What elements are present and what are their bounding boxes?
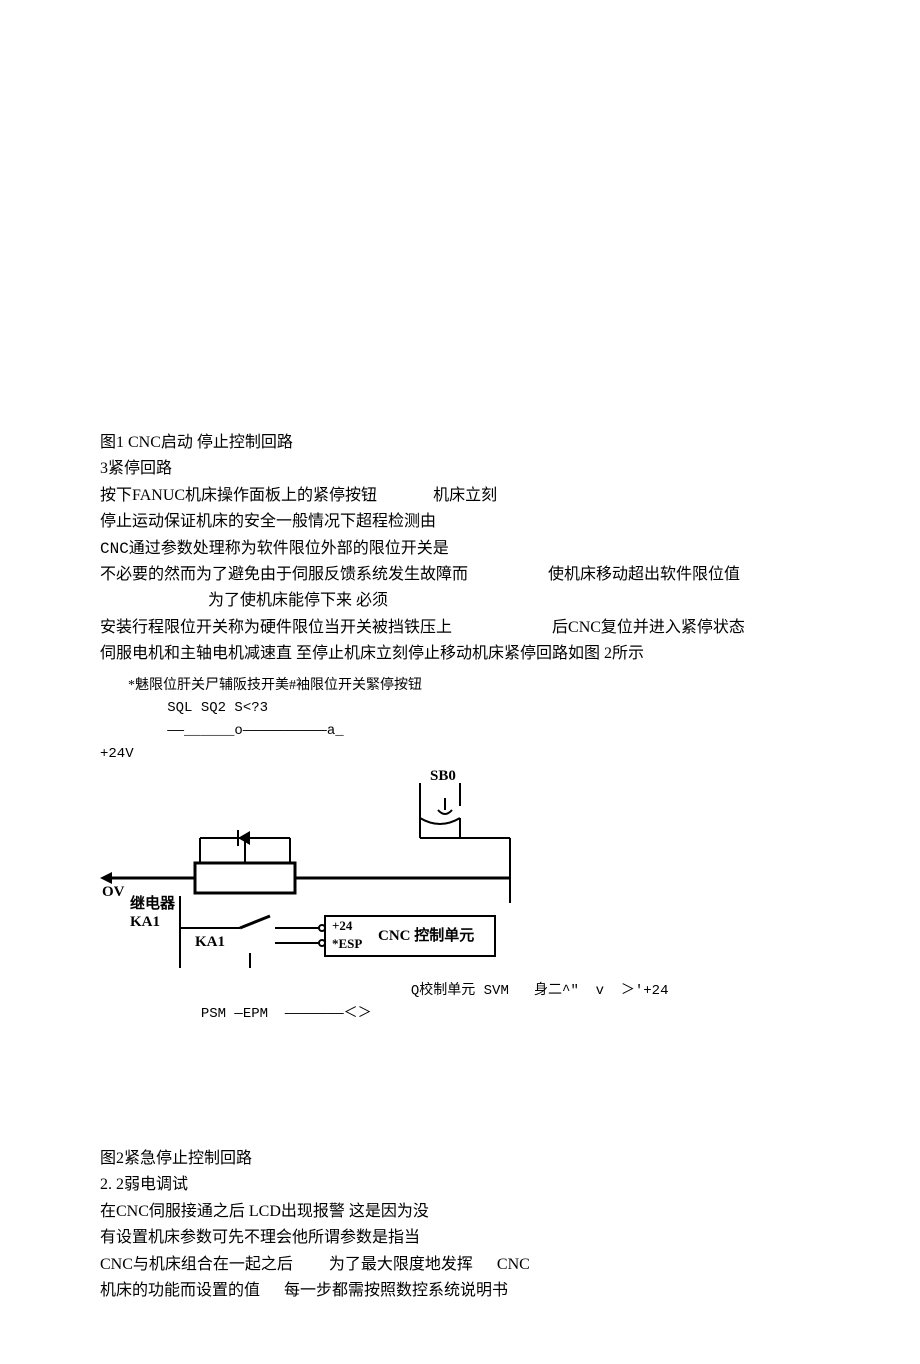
body-line: 在CNC伺服接通之后 LCD出现报警 这是因为没 — [100, 1199, 840, 1225]
svg-text:*ESP: *ESP — [332, 936, 362, 951]
diagram-text: +24V — [100, 743, 840, 766]
text-run: 使机床移动超出软件限位值 — [548, 566, 740, 583]
circuit-diagram-icon: SB0 OV — [100, 768, 530, 978]
figure2-diagram: *魅限位肝关尸辅阪技开美#袖限位开关緊停按钮 SQL SQ2 S<?3 ——__… — [100, 674, 840, 1027]
diagram-text: ——______o——————————a_ — [100, 720, 840, 743]
body-line: 有设置机床参数可先不理会他所谓参数是指当 — [100, 1225, 840, 1251]
svg-text:KA1: KA1 — [195, 934, 225, 950]
body-line: 停止运动保证机床的安全一般情况下超程检测由 — [100, 509, 840, 535]
body-line: 机床的功能而设置的值 每一步都需按照数控系统说明书 — [100, 1278, 840, 1304]
svg-text:CNC 控制单元: CNC 控制单元 — [378, 926, 474, 944]
text-run: 机床立刻 — [433, 487, 497, 504]
document-page: 图1 CNC启动 停止控制回路 3紧停回路 按下FANUC机床操作面板上的紧停按… — [0, 0, 920, 1364]
svg-text:OV: OV — [102, 884, 125, 900]
body-line: CNC与机床组合在一起之后 为了最大限度地发挥 CNC — [100, 1252, 840, 1278]
svg-text:SB0: SB0 — [430, 768, 456, 784]
text-run: 为了最大限度地发挥 — [329, 1256, 473, 1273]
text-run: CNC — [497, 1256, 530, 1273]
body-line: 伺服电机和主轴电机减速直 至停止机床立刻停止移动机床紧停回路如图 2所示 — [100, 641, 840, 667]
gap — [473, 1256, 497, 1273]
svg-text:继电器: 继电器 — [130, 894, 176, 912]
gap — [260, 1282, 284, 1299]
section3-title: 3紧停回路 — [100, 456, 840, 482]
gap — [293, 1256, 329, 1273]
body-line: CNC通过参数处理称为软件限位外部的限位开关是 — [100, 536, 840, 562]
text-run: 机床的功能而设置的值 — [100, 1282, 260, 1299]
circuit-svg-wrapper: SB0 OV — [100, 768, 530, 978]
text-run: CNC与机床组合在一起之后 — [100, 1256, 293, 1273]
figure1-caption: 图1 CNC启动 停止控制回路 — [100, 430, 840, 456]
body-line: 安装行程限位开关称为硬件限位当开关被挡铁压上 后CNC复位并进入紧停状态 — [100, 615, 840, 641]
body-line: 为了使机床能停下来 必须 — [100, 588, 840, 614]
text-run: 后CNC复位并进入紧停状态 — [552, 619, 745, 636]
svg-text:KA1: KA1 — [130, 914, 160, 930]
text-run: 按下FANUC机床操作面板上的紧停按钮 — [100, 487, 377, 504]
diagram-text: SQL SQ2 S<?3 — [100, 697, 840, 720]
gap — [452, 619, 552, 636]
diagram-text: Q校制单元 SVM 身二^" v ＞'+24 — [100, 980, 840, 1003]
diagram-note: *魅限位肝关尸辅阪技开美#袖限位开关緊停按钮 — [128, 674, 840, 697]
diagram-text: PSM —EPM ———————＜＞ — [100, 1003, 840, 1026]
body-line: 不必要的然而为了避免由于伺服反馈系统发生故障而 使机床移动超出软件限位值 — [100, 562, 840, 588]
gap — [468, 566, 548, 583]
body-line: 按下FANUC机床操作面板上的紧停按钮 机床立刻 — [100, 483, 840, 509]
text-run: 安装行程限位开关称为硬件限位当开关被挡铁压上 — [100, 619, 452, 636]
svg-text:+24: +24 — [332, 918, 353, 933]
figure2-caption: 图2紧急停止控制回路 — [100, 1146, 840, 1172]
text-run: 每一步都需按照数控系统说明书 — [284, 1282, 508, 1299]
spacer — [100, 1036, 840, 1146]
gap — [377, 487, 433, 504]
text-run: 不必要的然而为了避免由于伺服反馈系统发生故障而 — [100, 566, 468, 583]
section22-title: 2. 2弱电调试 — [100, 1172, 840, 1198]
